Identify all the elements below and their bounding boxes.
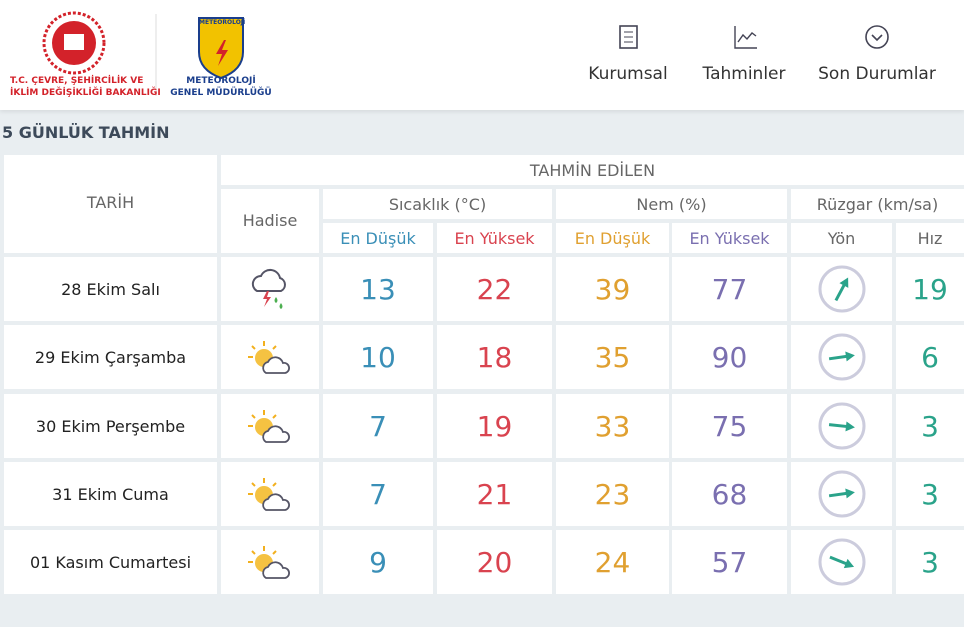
- ministry-logo-building: [64, 34, 84, 50]
- nav-icon: [865, 25, 889, 49]
- value-cell: 3: [896, 394, 964, 458]
- value-cell: 9: [323, 530, 433, 594]
- agency-logo-bolt: [216, 40, 228, 66]
- weather-icon: [248, 410, 290, 443]
- date-cell: 30 Ekim Perşembe: [4, 394, 217, 458]
- value-cell: 33: [556, 394, 669, 458]
- nav-icon-chevron: [871, 34, 883, 42]
- wind-direction-cell: [791, 325, 892, 389]
- nav-link[interactable]: Kurumsal: [588, 64, 668, 84]
- value-cell: 7: [323, 462, 433, 526]
- value-cell: 22: [437, 257, 552, 321]
- value-cell: 20: [437, 530, 552, 594]
- nav-link[interactable]: Tahminler: [702, 64, 786, 84]
- sub-header: Hız: [896, 223, 964, 253]
- date-cell: 31 Ekim Cuma: [4, 462, 217, 526]
- value-cell: 77: [672, 257, 787, 321]
- value-cell: 10: [323, 325, 433, 389]
- event-header: Hadise: [221, 189, 319, 253]
- agency-name: METEOROLOJİ: [186, 76, 256, 86]
- nav-link[interactable]: Son Durumlar: [818, 64, 936, 84]
- ministry-name: T.C. ÇEVRE, ŞEHİRCİLİK VE: [10, 76, 144, 86]
- date-cell: 28 Ekim Salı: [4, 257, 217, 321]
- value-cell: 18: [437, 325, 552, 389]
- event-cell: [221, 257, 319, 321]
- ministry-logo: [42, 11, 106, 75]
- value-cell: 21: [437, 462, 552, 526]
- wind-direction-cell: [791, 530, 892, 594]
- wind-arrow: [818, 265, 865, 313]
- value-cell: 75: [672, 394, 787, 458]
- group-header: Sıcaklık (°C): [323, 189, 552, 219]
- wind-arrow: [818, 333, 865, 381]
- logo-text: METEOROLOJİ: [199, 19, 246, 26]
- wind-direction-cell: [791, 462, 892, 526]
- wind-arrow: [818, 402, 865, 450]
- value-cell: 68: [672, 462, 787, 526]
- value-cell: 7: [323, 394, 433, 458]
- value-cell: 39: [556, 257, 669, 321]
- sub-header: Yön: [791, 223, 892, 253]
- header-graphics: [42, 11, 889, 96]
- date-cell: 29 Ekim Çarşamba: [4, 325, 217, 389]
- agency-name: GENEL MÜDÜRLÜĞÜ: [170, 88, 272, 98]
- date-cell: 01 Kasım Cumartesi: [4, 530, 217, 594]
- date-header: TARİH: [4, 155, 217, 253]
- forecast-header: TAHMİN EDİLEN: [221, 155, 964, 185]
- group-header: Rüzgar (km/sa): [791, 189, 964, 219]
- weather-icon: [248, 546, 290, 579]
- value-cell: 19: [896, 257, 964, 321]
- value-cell: 6: [896, 325, 964, 389]
- value-cell: 35: [556, 325, 669, 389]
- section-title: 5 GÜNLÜK TAHMİN: [2, 123, 170, 142]
- sub-header: En Düşük: [556, 223, 669, 253]
- value-cell: 13: [323, 257, 433, 321]
- weather-icon: [248, 478, 290, 511]
- weather-icon: [251, 268, 286, 309]
- event-cell: [221, 325, 319, 389]
- weather-icon: [248, 341, 290, 374]
- top-bar: METEOROLOJİ T.C. ÇEVRE, ŞEHİRCİLİK VE İK…: [0, 0, 964, 110]
- event-cell: [221, 462, 319, 526]
- value-cell: 24: [556, 530, 669, 594]
- value-cell: 3: [896, 530, 964, 594]
- group-header: Nem (%): [556, 189, 787, 219]
- wind-direction-cell: [791, 394, 892, 458]
- value-cell: 23: [556, 462, 669, 526]
- wind-arrow: [818, 470, 865, 518]
- event-cell: [221, 530, 319, 594]
- nav-icon: [734, 26, 757, 49]
- sub-header: En Düşük: [323, 223, 433, 253]
- ministry-name: İKLİM DEĞİŞİKLİĞİ BAKANLIĞI: [10, 88, 161, 98]
- wind-direction-cell: [791, 257, 892, 321]
- sub-header: En Yüksek: [672, 223, 787, 253]
- nav-icon-lines: [624, 31, 633, 43]
- value-cell: 90: [672, 325, 787, 389]
- sub-header: En Yüksek: [437, 223, 552, 253]
- value-cell: 57: [672, 530, 787, 594]
- wind-arrow: [818, 538, 865, 586]
- event-cell: [221, 394, 319, 458]
- value-cell: 19: [437, 394, 552, 458]
- value-cell: 3: [896, 462, 964, 526]
- nav-icon: [619, 25, 638, 49]
